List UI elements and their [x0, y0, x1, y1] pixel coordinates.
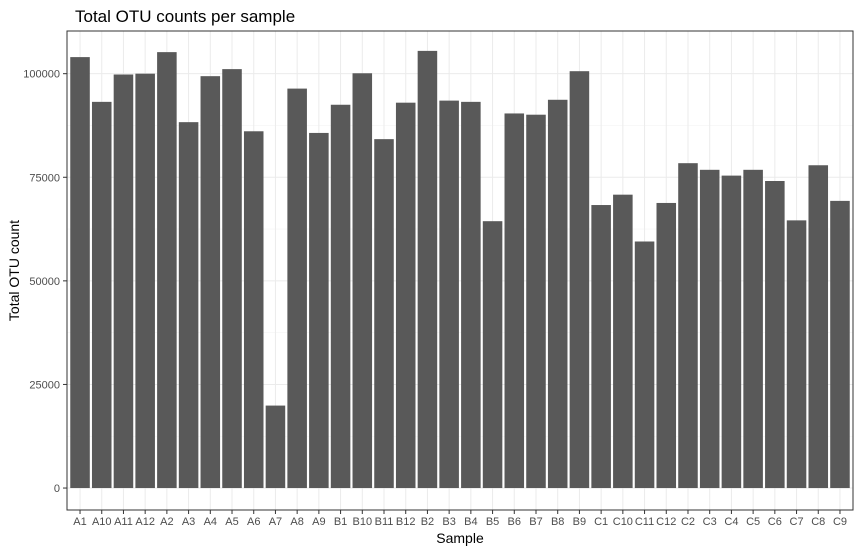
x-tick-label: A1: [73, 516, 86, 528]
x-tick-label: B4: [464, 516, 477, 528]
x-axis-title: Sample: [436, 530, 484, 546]
y-axis-title: Total OTU count: [6, 220, 22, 321]
bar-b12: [395, 102, 416, 489]
panel-border: [66, 30, 854, 511]
bar-c3: [699, 169, 720, 489]
x-tick-label: C3: [703, 516, 717, 528]
x-tick-label: A6: [247, 516, 260, 528]
x-tick-label: A9: [312, 516, 325, 528]
bar-c4: [721, 175, 742, 489]
bar-b3: [439, 100, 459, 489]
bar-a5: [222, 69, 242, 489]
bar-a6: [243, 131, 264, 489]
bar-a10: [91, 101, 112, 489]
y-axis: 0 25000 50000 75000 100000: [23, 69, 67, 495]
x-tick-label: B8: [551, 516, 564, 528]
x-tick-label: B3: [442, 516, 455, 528]
x-tick-label: A11: [114, 516, 133, 528]
x-tick-label: B7: [529, 516, 542, 528]
y-tick-label: 100000: [23, 69, 60, 81]
bar-b1: [330, 104, 351, 489]
bar-b11: [374, 139, 394, 489]
x-tick-label: C8: [811, 516, 825, 528]
x-tick-label: A4: [204, 516, 217, 528]
bars: [70, 50, 850, 489]
bar-c12: [656, 202, 677, 489]
x-tick-label: A8: [290, 516, 303, 528]
bar-a2: [157, 52, 177, 489]
x-tick-label: C2: [681, 516, 695, 528]
x-tick-label: C9: [833, 516, 847, 528]
bar-b10: [352, 73, 373, 489]
y-tick-label: 25000: [29, 379, 60, 391]
x-tick-label: B6: [508, 516, 521, 528]
x-tick-label: B5: [486, 516, 499, 528]
bar-a4: [200, 76, 221, 489]
chart-title: Total OTU counts per sample: [75, 7, 295, 26]
bar-b2: [417, 50, 438, 489]
x-tick-label: C11: [635, 516, 654, 528]
bar-c2: [678, 163, 698, 489]
bar-b6: [504, 113, 525, 489]
bar-c6: [765, 180, 785, 489]
bar-a11: [113, 74, 134, 489]
x-tick-label: A7: [269, 516, 282, 528]
x-tick-label: B12: [396, 516, 416, 528]
bar-c8: [808, 165, 829, 489]
bar-c5: [743, 169, 763, 489]
x-tick-label: B11: [375, 516, 394, 528]
y-tick-label: 75000: [29, 172, 60, 184]
bar-a12: [135, 73, 155, 489]
bar-c7: [786, 220, 807, 489]
bar-c10: [613, 194, 633, 489]
x-tick-label: C4: [724, 516, 738, 528]
y-tick-label: 0: [54, 483, 60, 495]
x-tick-label: A12: [135, 516, 155, 528]
x-tick-label: B10: [353, 516, 373, 528]
x-tick-label: C12: [656, 516, 676, 528]
bar-a1: [70, 57, 90, 489]
x-tick-label: A5: [225, 516, 238, 528]
bar-b7: [526, 114, 546, 489]
bar-c1: [591, 205, 611, 489]
bar-c11: [634, 241, 655, 489]
x-tick-label: C1: [594, 516, 608, 528]
x-tick-label: C7: [790, 516, 804, 528]
bar-a9: [309, 132, 329, 489]
bar-a7: [265, 405, 286, 489]
bar-b8: [547, 99, 568, 489]
x-tick-label: B9: [573, 516, 586, 528]
x-tick-label: B2: [421, 516, 434, 528]
bar-a3: [178, 122, 199, 489]
bar-a8: [287, 88, 307, 489]
y-tick-label: 50000: [29, 276, 60, 288]
x-tick-label: C5: [746, 516, 760, 528]
x-tick-label: C6: [768, 516, 782, 528]
x-tick-label: A10: [92, 516, 112, 528]
x-tick-label: A2: [160, 516, 173, 528]
bar-b4: [461, 101, 481, 489]
x-tick-label: C10: [613, 516, 633, 528]
bar-b5: [482, 221, 503, 489]
x-tick-label: B1: [334, 516, 347, 528]
bar-b9: [569, 71, 590, 489]
x-axis: A1 A10 A11 A12 A2 A3 A4 A5 A6 A7 A8 A9 B1 B10 B11 B12 B2…: [73, 510, 847, 528]
bar-c9: [830, 200, 850, 489]
x-tick-label: A3: [182, 516, 195, 528]
